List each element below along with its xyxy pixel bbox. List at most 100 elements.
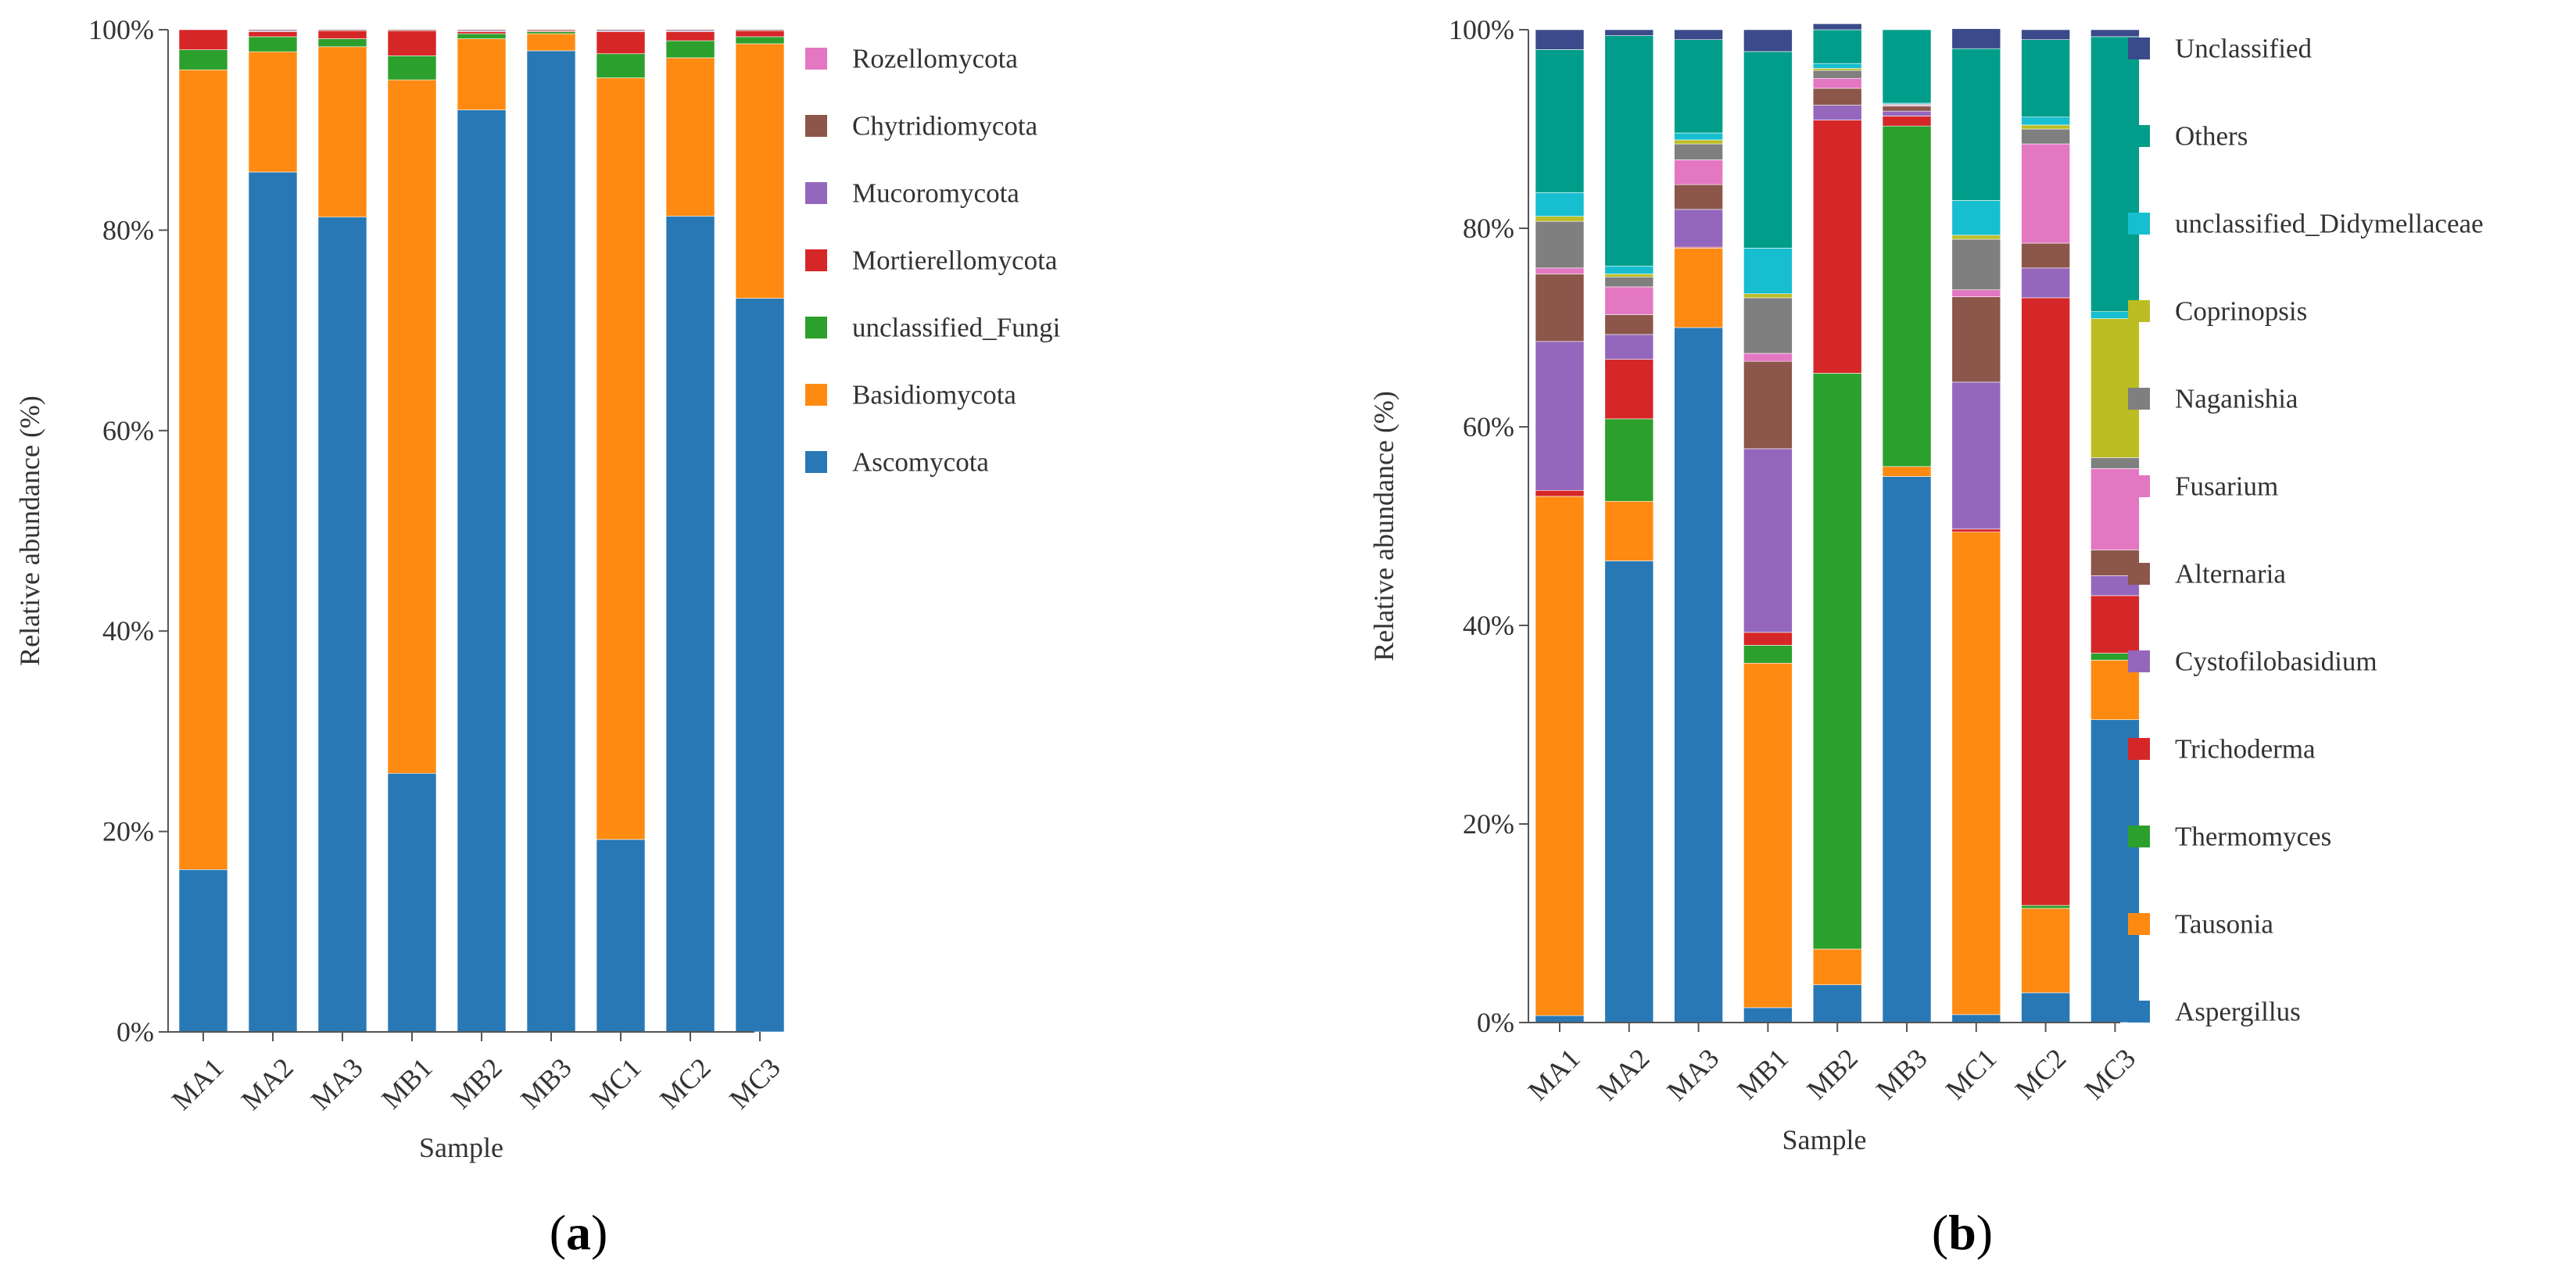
bar-ma3-fusarium	[1674, 159, 1723, 185]
bar-ma3-basidiomycota	[317, 46, 367, 218]
bar-mb3-ascomycota	[526, 50, 576, 1033]
x-tick-label-ma3: MA3	[1661, 1042, 1725, 1106]
bar-mb1-naganishia	[1743, 297, 1793, 354]
legend-swatch-coprinopsis	[2128, 300, 2150, 322]
bar-mb2-naganishia	[1812, 70, 1862, 79]
bar-mc3-ascomycota	[735, 298, 785, 1033]
bar-ma1-aspergillus	[1535, 1015, 1585, 1023]
legend-swatch-aspergillus	[2128, 1001, 2150, 1023]
bar-ma2-others	[1604, 35, 1654, 267]
bar-mc1-unclassified-fungi	[596, 53, 646, 78]
bar-ma1-mortierellomycota	[178, 29, 228, 50]
bar-mc2-mortierellomycota	[665, 31, 715, 41]
bar-mb1-unclassified-didymellaceae	[1743, 248, 1793, 295]
legend-label-mucoromycota: Mucoromycota	[852, 178, 1019, 209]
y-tick-label-20: 20%	[102, 816, 154, 847]
bar-ma2-trichoderma	[1604, 359, 1654, 420]
legend-swatch-mucoromycota	[805, 182, 827, 204]
bar-mc2-unclassified-didymellaceae	[2021, 116, 2070, 126]
legend-label-trichoderma: Trichoderma	[2175, 734, 2316, 765]
legend-label-thermomyces: Thermomyces	[2175, 822, 2331, 852]
bar-ma3-unclassified	[1674, 29, 1723, 40]
y-ticks: 0% 20% 40% 60% 80% 100%	[1449, 14, 1528, 1038]
legend-swatch-unclassified-fungi	[805, 317, 827, 338]
bar-ma1-naganishia	[1535, 220, 1585, 269]
bar-mc1-aspergillus	[1951, 1014, 2001, 1023]
legend-label-unclassified: Unclassified	[2175, 34, 2312, 64]
bar-ma3-ascomycota	[317, 217, 367, 1033]
bar-mb1-aspergillus	[1743, 1007, 1793, 1023]
bar-mc2-cystofilobasidium	[2021, 267, 2070, 299]
bar-mc2-thermomyces	[2021, 904, 2070, 909]
bar-mc1-unclassified	[1951, 28, 2001, 49]
axes	[1528, 30, 2120, 1023]
bar-ma2-thermomyces	[1604, 418, 1654, 502]
bar-ma1-fusarium	[1535, 267, 1585, 274]
bar-mb3-aspergillus	[1882, 476, 1932, 1023]
y-tick-label-40: 40%	[102, 615, 154, 647]
bar-mb2-ascomycota	[457, 109, 507, 1033]
bar-ma2-unclassified-didymellaceae	[1604, 265, 1654, 274]
bar-mb3-others	[1882, 29, 1932, 104]
bar-mb2-cystofilobasidium	[1812, 105, 1862, 120]
bar-mb1-trichoderma	[1743, 632, 1793, 646]
legend-label-unclassified-didymellaceae: unclassified_Didymellaceae	[2175, 209, 2484, 239]
legend-label-tausonia: Tausonia	[2175, 909, 2273, 940]
bar-mc2-trichoderma	[2021, 297, 2070, 906]
y-tick-label-60: 60%	[1463, 411, 1514, 442]
bar-mc1-unclassified-didymellaceae	[1951, 200, 2001, 236]
bar-mb2-others	[1812, 29, 1862, 64]
bar-ma1-unclassified	[1535, 29, 1585, 50]
bar-mb1-unclassified	[1743, 29, 1793, 52]
bar-ma2-tausonia	[1604, 500, 1654, 561]
bar-ma2-coprinopsis	[1604, 274, 1654, 278]
bar-mc2-tausonia	[2021, 908, 2070, 994]
legend-swatch-trichoderma	[2128, 738, 2150, 760]
bar-ma1-ascomycota	[178, 869, 228, 1033]
legend-label-coprinopsis: Coprinopsis	[2175, 296, 2307, 327]
bar-mc2-alternaria	[2021, 242, 2070, 269]
x-tick-label-mb2: MB2	[445, 1051, 508, 1115]
bar-ma1-tausonia	[1535, 496, 1585, 1016]
bar-mb1-mortierellomycota	[387, 30, 437, 56]
bar-ma2-cystofilobasidium	[1604, 334, 1654, 360]
x-tick-label-ma1: MA1	[166, 1051, 230, 1116]
bar-mc2-naganishia	[2021, 128, 2070, 145]
bar-mb1-coprinopsis	[1743, 293, 1793, 299]
bar-mc2-coprinopsis	[2021, 124, 2070, 130]
bar-mb2-unclassified-didymellaceae	[1812, 63, 1862, 69]
x-tick-label-mb1: MB1	[375, 1051, 439, 1115]
bar-ma1-basidiomycota	[178, 69, 228, 870]
bar-mc2-unclassified	[2021, 29, 2070, 40]
bar-mb3-alternaria	[1882, 106, 1932, 112]
bar-mb3-unclassified-fungi	[526, 31, 576, 34]
bar-mb3-trichoderma	[1882, 116, 1932, 127]
bar-mb2-aspergillus	[1812, 984, 1862, 1023]
legend-swatch-thermomyces	[2128, 826, 2150, 847]
bar-ma2-aspergillus	[1604, 561, 1654, 1023]
bar-mb1-alternaria	[1743, 360, 1793, 450]
bar-mc3-trichoderma	[2091, 595, 2140, 654]
bar-mb2-fusarium	[1812, 77, 1862, 89]
y-axis-label: Relative abundance (%)	[14, 396, 45, 666]
bar-mb1-fusarium	[1743, 353, 1793, 362]
y-tick-label-100: 100%	[1449, 14, 1514, 45]
bar-ma3-mortierellomycota	[317, 30, 367, 39]
legend: Rozellomycota Chytridiomycota Mucoromycota…	[805, 44, 1061, 478]
bar-ma1-coprinopsis	[1535, 216, 1585, 222]
legend-swatch-unclassified	[2128, 38, 2150, 59]
bar-mb3-cystofilobasidium	[1882, 110, 1932, 116]
legend-swatch-unclassified-didymellaceae	[2128, 213, 2150, 235]
bar-mb3-tausonia	[1882, 466, 1932, 477]
x-tick-label-mc2: MC2	[654, 1051, 717, 1115]
bar-ma2-unclassified	[1604, 29, 1654, 36]
legend: Unclassified Others unclassified_Didymella…	[2128, 34, 2484, 1027]
legend-swatch-chytridiomycota	[805, 115, 827, 137]
bar-mb2-thermomyces	[1812, 373, 1862, 950]
bar-mb2-basidiomycota	[457, 38, 507, 110]
chart-panel-a: 0% 20% 40% 60% 80% 100% MA1 MA2 MA3 MB1 MB2 MB3 MC1…	[14, 14, 1061, 1260]
bar-ma3-unclassified-didymellaceae	[1674, 132, 1723, 141]
bar-ma1-cystofilobasidium	[1535, 341, 1585, 491]
y-tick-label-0: 0%	[1477, 1007, 1514, 1038]
